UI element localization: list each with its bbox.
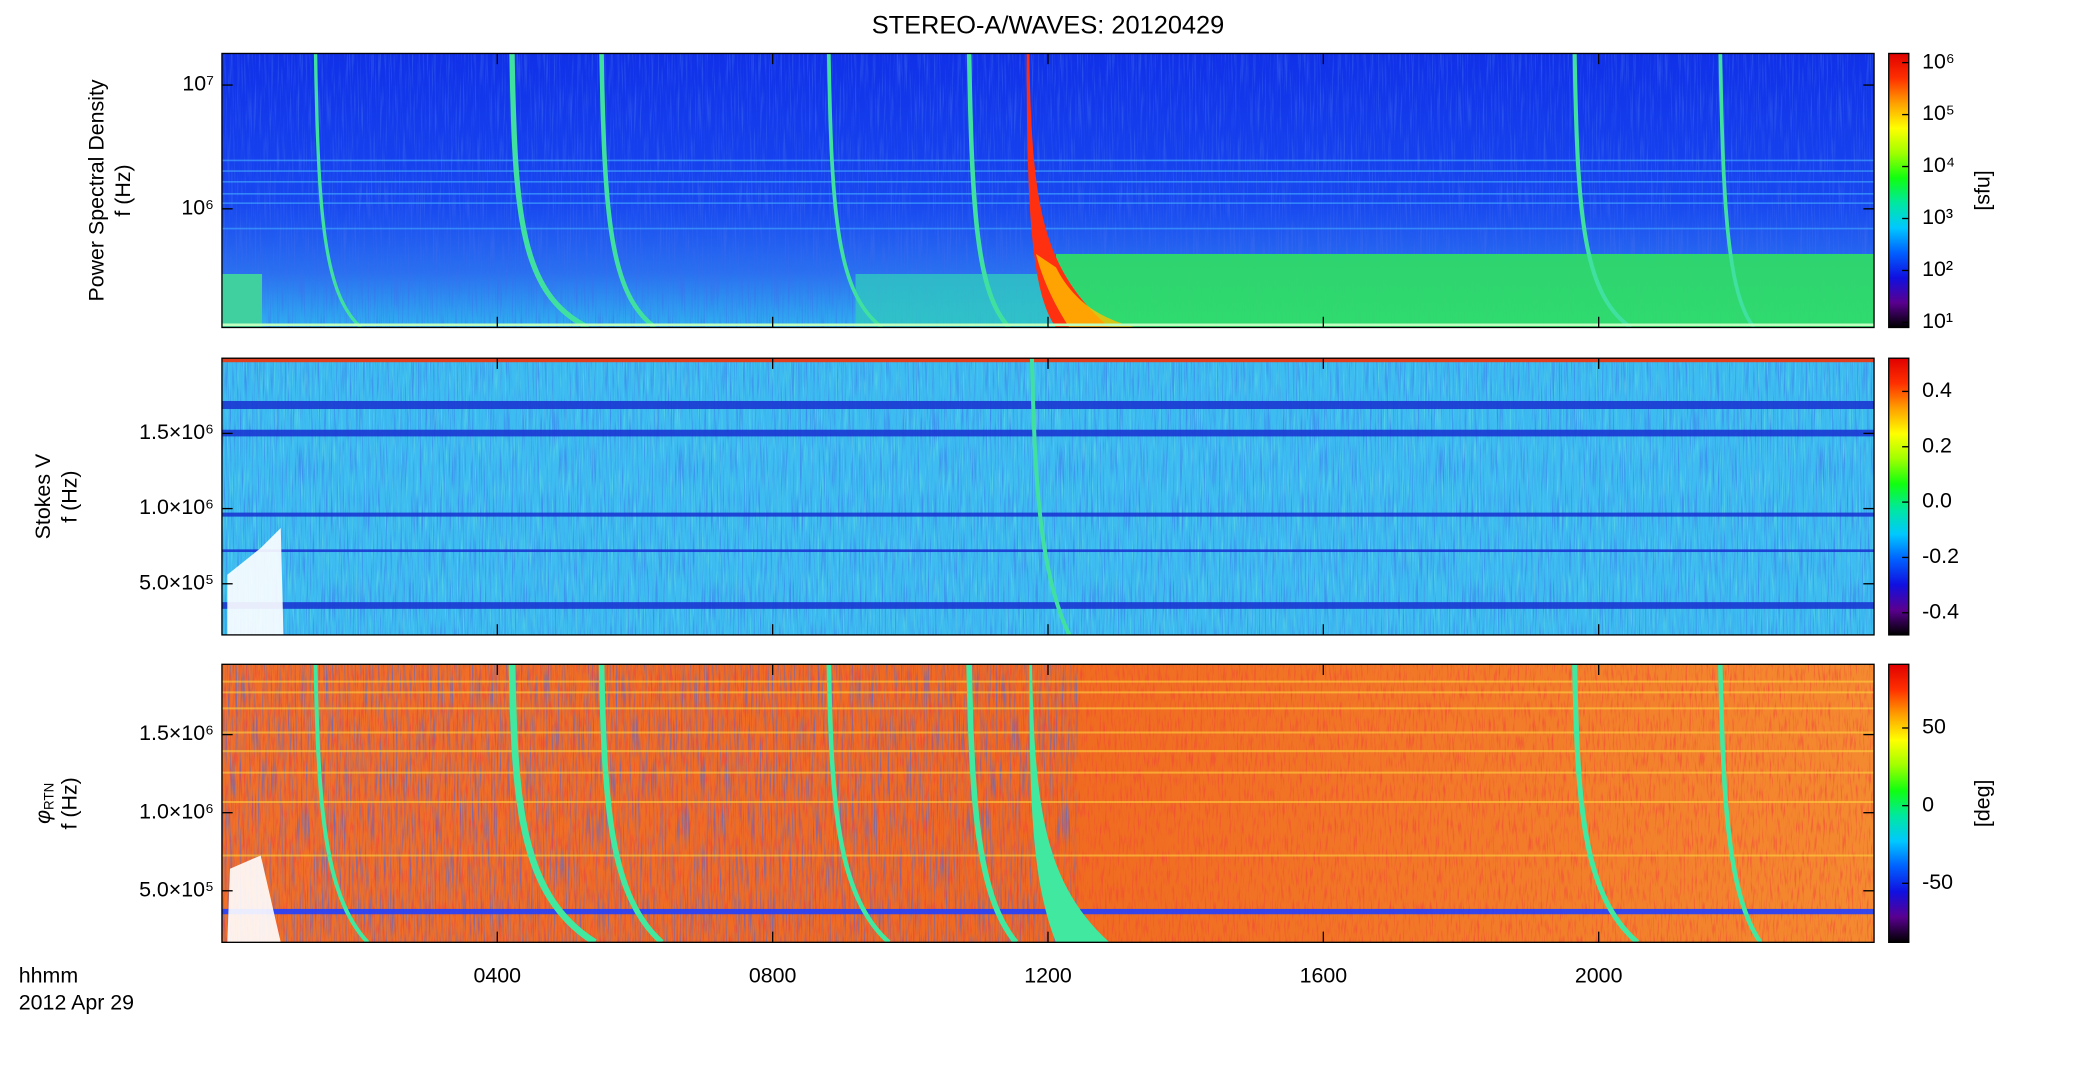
spectrogram-region [221,274,263,328]
x-tick-label: 2000 [1575,964,1623,988]
spectrogram [221,53,1875,328]
colorbar [1888,664,1909,943]
x-tick-label: 1200 [1024,964,1072,988]
y-axis-label-subscript: RTN [41,783,56,810]
y-tick-label: 1.0×10⁶ [139,799,214,823]
spectrogram-burst [509,53,590,328]
spectrogram-burst [1035,253,1137,328]
spectrogram-band [221,602,1875,609]
spectrogram-band [221,512,1875,517]
y-tick-label: 1.5×10⁶ [139,721,214,745]
colorbar-tick-label: 10⁵ [1922,101,1955,125]
colorbar-tick-label: -0.4 [1922,599,1959,623]
y-axis-label: Power Spectral Density [84,79,108,301]
spectrogram-burst [1029,664,1110,943]
x-tick-label: 0800 [749,964,797,988]
spectrogram [221,664,1875,943]
y-tick-label: 1.5×10⁶ [139,420,214,444]
colorbar [1888,53,1909,328]
y-tick-label: 5.0×10⁵ [139,570,214,594]
colorbar-frame [1888,663,1910,943]
colorbar-label: [sfu] [1970,170,1994,210]
colorbar-tick-label: -0.2 [1922,544,1959,568]
colorbar-tick-label: 10² [1922,257,1953,281]
spectrogram-blank [227,855,281,943]
y-axis-unit-label: f (Hz) [58,777,82,829]
y-axis-label-symbol: φ [31,810,55,824]
colorbar-tick-label: 10³ [1922,205,1953,229]
colorbar-tick-label: 0.4 [1922,378,1952,402]
spectrogram-burst [826,53,884,328]
colorbar-tick-label: 0.0 [1922,489,1952,513]
spectrogram-burst [598,664,664,943]
y-tick-label: 10⁶ [181,195,214,219]
spectrogram-band [221,429,1875,437]
spectrogram-burst [508,664,597,943]
spectrogram-burst [313,664,370,943]
colorbar-tick-label: 10⁴ [1922,153,1955,177]
y-tick-label: 5.0×10⁵ [139,877,214,901]
colorbar-tick-label: 0.2 [1922,433,1952,457]
date-label: 2012 Apr 29 [19,990,134,1014]
spectrogram-burst [1026,53,1110,328]
colorbar-tick-label: 10⁶ [1922,49,1955,73]
spectrogram-region [1056,253,1875,328]
colorbar-frame [1888,52,1910,329]
spectrogram-burst [966,664,1019,943]
x-axis-label: hhmm [19,964,78,988]
y-axis-unit-label: f (Hz) [58,470,82,522]
spectrogram-band [221,549,1875,553]
chart-title: STEREO-A/WAVES: 20120429 [872,11,1225,39]
colorbar-label: [deg] [1970,780,1994,828]
spectrogram [221,358,1875,635]
colorbar [1888,358,1909,635]
colorbar-tick-label: -50 [1922,870,1953,894]
y-tick-label: 1.0×10⁶ [139,495,214,519]
spectrogram-noise [221,358,1875,635]
spectrogram-burst [1572,53,1632,328]
spectrogram-burst [966,53,1011,328]
spectrogram-burst [1572,664,1640,943]
y-axis-unit-label: f (Hz) [111,164,135,216]
spectrogram-band [221,400,1875,410]
spectrogram-burst [599,53,657,328]
colorbar-tick-label: 0 [1922,792,1934,816]
spectrogram-blank [227,527,284,635]
colorbar-tick-label: 50 [1922,715,1946,739]
spectrogram-burst [1029,358,1072,635]
y-tick-label: 10⁷ [182,72,214,96]
x-tick-label: 0400 [474,964,522,988]
x-tick-label: 1600 [1300,964,1348,988]
spectrogram-region [855,274,1057,328]
y-axis-label: Stokes V [31,453,55,539]
colorbar-frame [1888,357,1910,636]
colorbar-tick-label: 10¹ [1922,309,1953,333]
y-axis-label: φRTN [31,783,56,824]
spectrogram-burst [313,53,363,328]
spectrogram-burst [1718,53,1756,328]
spectrogram-burst [1718,664,1763,943]
spectrogram-burst [826,664,891,943]
